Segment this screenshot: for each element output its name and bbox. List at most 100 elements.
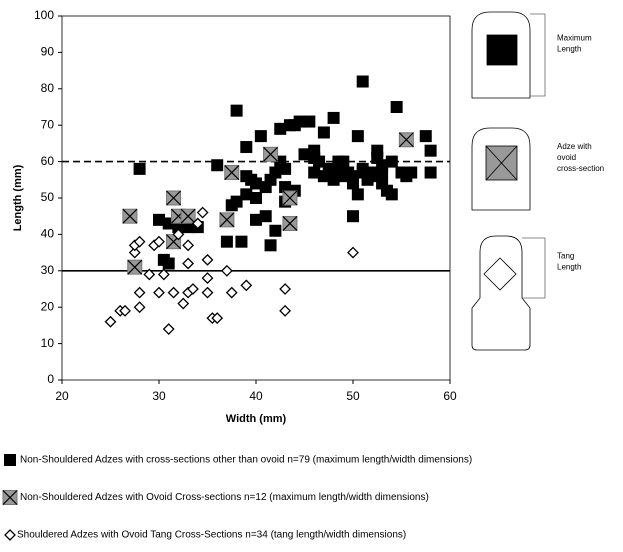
marker-diamond bbox=[201, 272, 214, 284]
marker-square bbox=[293, 115, 306, 128]
marker-square bbox=[298, 148, 311, 161]
x-tick-label: 20 bbox=[55, 389, 69, 403]
marker-diamond bbox=[225, 286, 238, 299]
marker bbox=[282, 215, 298, 231]
marker bbox=[187, 283, 199, 295]
marker bbox=[424, 144, 437, 157]
marker-square bbox=[235, 235, 248, 248]
marker-square bbox=[385, 155, 398, 168]
marker bbox=[279, 181, 292, 194]
x-tick-label: 60 bbox=[443, 389, 457, 403]
marker bbox=[177, 297, 190, 310]
marker bbox=[385, 188, 398, 201]
marker bbox=[180, 208, 196, 224]
y-axis-label: Length (mm) bbox=[12, 164, 24, 231]
marker-square bbox=[351, 188, 364, 201]
marker-square bbox=[240, 141, 253, 154]
marker-diamond bbox=[133, 235, 146, 248]
marker-diamond bbox=[167, 286, 180, 299]
marker-square bbox=[250, 177, 262, 190]
marker-diamond bbox=[201, 253, 214, 266]
marker bbox=[162, 323, 175, 335]
marker-square bbox=[172, 221, 185, 234]
marker-square bbox=[419, 130, 432, 143]
marker bbox=[317, 126, 330, 139]
marker-square bbox=[337, 155, 350, 168]
y-tick-label: 30 bbox=[41, 263, 55, 277]
marker-square bbox=[133, 162, 146, 175]
marker-diamond bbox=[172, 228, 185, 241]
y-tick-label: 50 bbox=[41, 190, 55, 204]
marker bbox=[182, 257, 195, 270]
marker-square bbox=[424, 166, 437, 179]
marker bbox=[167, 286, 180, 299]
marker bbox=[172, 228, 185, 241]
marker bbox=[153, 213, 165, 226]
legend-label: Non-Shouldered Adzes with Ovoid Cross-se… bbox=[20, 492, 429, 503]
key-label: ovoid bbox=[557, 153, 576, 162]
marker-diamond bbox=[104, 315, 117, 328]
marker-square bbox=[351, 130, 364, 143]
marker bbox=[279, 162, 292, 175]
marker-square bbox=[347, 170, 359, 183]
marker bbox=[308, 151, 321, 164]
marker-square bbox=[327, 111, 340, 124]
marker bbox=[196, 206, 209, 219]
marker bbox=[211, 159, 224, 172]
legend-marker bbox=[2, 490, 18, 505]
marker bbox=[153, 235, 165, 248]
marker-cross bbox=[122, 208, 138, 224]
marker-square bbox=[332, 166, 345, 179]
marker bbox=[133, 301, 146, 314]
marker-diamond bbox=[162, 323, 175, 335]
marker-square bbox=[390, 101, 403, 113]
marker-square bbox=[4, 454, 16, 466]
marker bbox=[347, 170, 359, 183]
marker-diamond bbox=[182, 239, 195, 252]
marker-cross bbox=[219, 212, 235, 228]
key-label: Maximum bbox=[557, 34, 592, 43]
marker-square bbox=[356, 75, 369, 88]
marker bbox=[308, 166, 321, 179]
key-label: Tang bbox=[557, 252, 574, 261]
marker-square bbox=[366, 170, 379, 183]
marker bbox=[385, 155, 398, 168]
marker bbox=[269, 224, 282, 237]
marker bbox=[182, 239, 195, 252]
y-tick-label: 80 bbox=[41, 81, 55, 95]
marker bbox=[201, 253, 214, 266]
marker bbox=[424, 166, 437, 179]
marker bbox=[104, 315, 117, 328]
y-tick-label: 20 bbox=[41, 299, 55, 313]
marker-diamond bbox=[177, 297, 190, 310]
marker-cross bbox=[398, 132, 414, 148]
marker-square bbox=[308, 151, 321, 164]
marker-square bbox=[303, 115, 316, 128]
marker bbox=[240, 141, 253, 154]
marker bbox=[351, 188, 364, 201]
marker-square bbox=[279, 162, 292, 175]
marker bbox=[332, 166, 345, 179]
marker-square bbox=[347, 210, 359, 223]
marker bbox=[322, 162, 335, 175]
marker-square bbox=[308, 166, 321, 179]
marker-square bbox=[376, 166, 389, 179]
marker bbox=[157, 268, 170, 281]
key-label: Adze with bbox=[557, 142, 592, 151]
y-tick-label: 10 bbox=[41, 336, 55, 350]
marker-diamond bbox=[157, 268, 170, 281]
marker-cross bbox=[263, 146, 278, 162]
key-label: cross-section bbox=[557, 164, 604, 173]
marker bbox=[128, 246, 141, 259]
marker-diamond bbox=[119, 304, 131, 317]
marker-cross bbox=[166, 190, 181, 206]
marker bbox=[122, 208, 138, 224]
marker bbox=[279, 304, 292, 317]
marker bbox=[230, 104, 243, 117]
marker-cross bbox=[282, 216, 298, 231]
marker bbox=[240, 279, 253, 292]
legend-label: Non-Shouldered Adzes with cross-sections… bbox=[20, 455, 472, 466]
marker-square bbox=[269, 166, 282, 179]
y-tick-label: 60 bbox=[41, 154, 55, 168]
marker-diamond bbox=[211, 312, 224, 325]
